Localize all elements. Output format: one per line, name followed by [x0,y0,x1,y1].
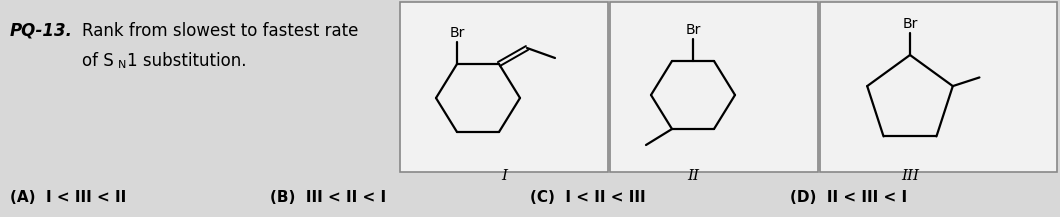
Text: Br: Br [449,26,464,40]
Bar [820,2,1057,172]
Text: (B)  III < II < I: (B) III < II < I [270,190,386,205]
Bar [400,2,608,172]
Text: (D)  II < III < I: (D) II < III < I [790,190,907,205]
Text: I: I [501,169,507,183]
Text: of S: of S [82,52,113,70]
Text: (A)  I < III < II: (A) I < III < II [10,190,126,205]
Text: N: N [118,60,126,70]
Text: Br: Br [686,23,701,37]
Text: Br: Br [902,17,918,31]
Text: II: II [687,169,699,183]
Bar [610,2,818,172]
Text: PQ-13.: PQ-13. [10,22,73,40]
Text: (C)  I < II < III: (C) I < II < III [530,190,646,205]
Text: III: III [901,169,919,183]
Text: Rank from slowest to fastest rate: Rank from slowest to fastest rate [82,22,358,40]
Text: 1 substitution.: 1 substitution. [127,52,247,70]
